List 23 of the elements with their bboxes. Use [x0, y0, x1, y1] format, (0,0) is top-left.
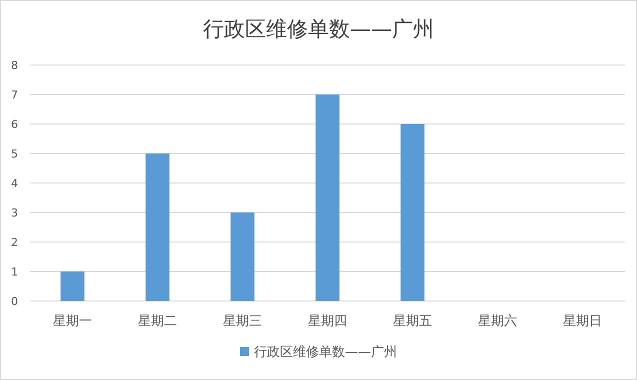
x-tick-label: 星期四: [308, 314, 347, 329]
x-tick-label: 星期日: [563, 314, 602, 329]
x-tick-label: 星期六: [478, 314, 517, 329]
legend-label: 行政区维修单数——广州: [254, 345, 397, 360]
x-tick-label: 星期一: [53, 314, 92, 329]
y-tick-label: 8: [11, 59, 18, 72]
y-tick-label: 3: [11, 206, 18, 220]
bar: [230, 212, 254, 301]
bar: [400, 124, 424, 301]
bar: [60, 272, 84, 301]
bar: [146, 154, 170, 301]
y-tick-label: 0: [11, 295, 18, 308]
y-tick-label: 6: [11, 118, 18, 131]
chart-title: 行政区维修单数——广州: [203, 17, 434, 41]
y-tick-label: 5: [11, 148, 18, 160]
y-tick-label: 7: [11, 88, 18, 102]
bar: [316, 94, 340, 301]
x-tick-label: 星期二: [138, 314, 177, 329]
y-tick-label: 1: [11, 266, 18, 278]
y-tick-label: 4: [11, 177, 18, 190]
x-tick-label: 星期五: [393, 314, 432, 329]
x-tick-label: 星期三: [223, 314, 262, 329]
y-tick-label: 2: [11, 236, 18, 249]
